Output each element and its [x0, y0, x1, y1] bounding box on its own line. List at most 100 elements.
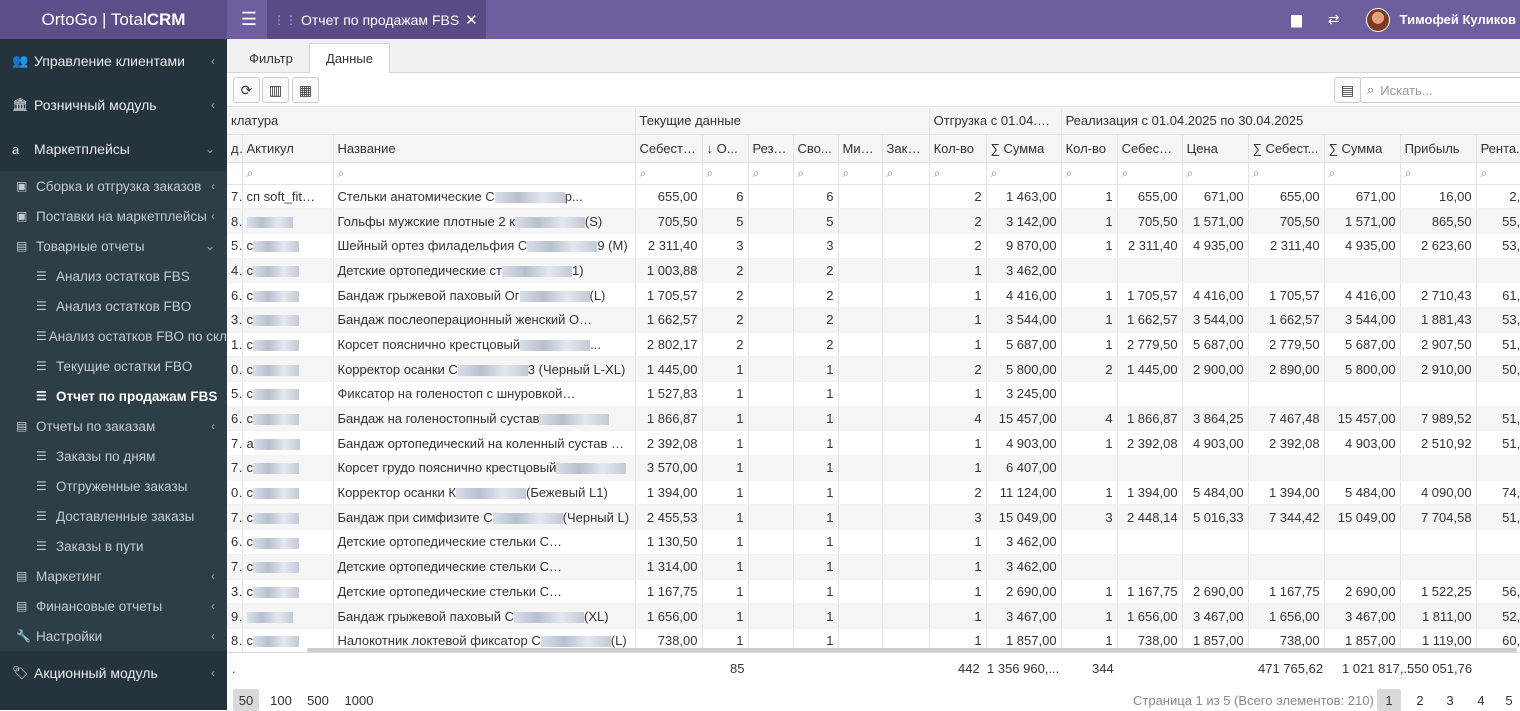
sidebar-item-1[interactable]: 🏛 Розничный модуль ‹	[0, 83, 227, 127]
table-row[interactable]: 6 с Бандаж грыжевой паховый Ог (L) 1 705,57 2…	[227, 282, 1520, 308]
search-input[interactable]: ⌕ Искать...	[1360, 77, 1520, 103]
table-row[interactable]: 5 с Фиксатор на голеностоп с шнуровкой 1 52…	[227, 381, 1520, 407]
sidebar-item-7[interactable]: ☰ Анализ остатков FBO	[0, 291, 227, 321]
sidebar-item-14[interactable]: ☰ Доставленные заказы	[0, 501, 227, 531]
search-icon[interactable]: ⌕	[635, 162, 703, 185]
column-header[interactable]: ∑ Сумма	[986, 134, 1062, 163]
table-row[interactable]: 7 а Бандаж ортопедический на коленный суст…	[227, 430, 1520, 457]
chat-icon[interactable]: ▆	[1291, 11, 1302, 27]
page-3[interactable]: 3	[1446, 692, 1454, 708]
chevron-left-icon[interactable]: ‹	[211, 629, 215, 643]
column-header[interactable]: Актикул	[242, 134, 334, 163]
page-4[interactable]: 4	[1477, 692, 1485, 708]
column-header[interactable]: Зака...	[882, 134, 930, 163]
search-icon[interactable]: ⌕	[242, 162, 334, 185]
table-row[interactable]: 4 с Детские ортопедические ст 1) 1 003,88 2 2 1…	[227, 258, 1520, 284]
column-header[interactable]: ∑ Себест...	[1248, 134, 1325, 163]
search-icon[interactable]: ⌕	[702, 162, 749, 185]
chevron-down-icon[interactable]: ⌄	[204, 142, 215, 156]
search-icon[interactable]: ⌕	[1117, 162, 1183, 185]
table-row[interactable]: 8 Гольфы мужские плотные 2 к (S) 705,50 5 5 2 3…	[227, 208, 1520, 234]
sidebar-item-4[interactable]: ▣ Поставки на маркетплейсы ‹	[0, 201, 227, 231]
column-header[interactable]: ↓ О...	[702, 134, 749, 163]
sidebar-item-0[interactable]: 👥 Управление клиентами ‹	[0, 39, 227, 83]
sidebar-item-16[interactable]: ▤ Маркетинг ‹	[0, 561, 227, 591]
column-header[interactable]: Кол-во	[1061, 134, 1118, 163]
search-icon[interactable]: ⌕	[333, 162, 636, 185]
chevron-left-icon[interactable]: ‹	[211, 54, 215, 68]
table-row[interactable]: 9 Бандаж грыжевой паховый С (XL) 1 656,00 1 1…	[227, 603, 1520, 629]
translate-icon[interactable]: ⇄	[1327, 11, 1340, 27]
sidebar-item-10[interactable]: ☰ Отчет по продажам FBS	[0, 381, 227, 411]
column-header[interactable]: Название	[333, 134, 636, 163]
sidebar-item-5[interactable]: ▤ Товарные отчеты ⌄	[0, 231, 227, 261]
table-row[interactable]: 6 с Бандаж на голеностопный сустав 1 866,87…	[227, 406, 1520, 432]
export-icon[interactable]: ▤	[1334, 77, 1361, 103]
column-header[interactable]: Прибыль	[1400, 134, 1477, 163]
search-icon[interactable]: ⌕	[929, 162, 987, 185]
chevron-left-icon[interactable]: ‹	[211, 569, 215, 583]
page-size-50[interactable]: 50	[233, 689, 259, 711]
search-icon[interactable]: ⌕	[1182, 162, 1249, 185]
tab-filter[interactable]: Фильтр	[249, 50, 293, 66]
page-size-100[interactable]: 100	[270, 692, 292, 708]
brand-logo[interactable]: OrtoGo | Total CRM	[0, 0, 227, 39]
page-size-1000[interactable]: 1000	[344, 692, 374, 708]
page-size-500[interactable]: 500	[307, 692, 329, 708]
columns-icon[interactable]: ▥	[262, 77, 289, 103]
sidebar-item-20[interactable]: ▤Новостной модуль‹	[0, 695, 227, 710]
search-icon[interactable]: ⌕	[748, 162, 794, 185]
sidebar-item-19[interactable]: 🏷 Акционный модуль ‹	[0, 651, 227, 695]
chevron-left-icon[interactable]: ‹	[211, 179, 215, 193]
chevron-left-icon[interactable]: ‹	[211, 98, 215, 112]
search-icon[interactable]: ⌕	[1324, 162, 1401, 185]
refresh-icon[interactable]: ⟳	[233, 77, 260, 103]
column-header[interactable]: Рента...	[1476, 134, 1520, 163]
table-row[interactable]: 0 с Корректор осанки К (Бежевый L1) 1 394,00…	[227, 480, 1520, 506]
search-icon[interactable]: ⌕	[793, 162, 839, 185]
table-row[interactable]: 7 с Бандаж при симфизите С (Черный L) 2 455,…	[227, 504, 1520, 531]
column-header[interactable]: Цена	[1182, 134, 1249, 163]
sidebar-item-8[interactable]: ☰ Анализ остатков FBO по скл	[0, 321, 227, 351]
search-icon[interactable]: ⌕	[986, 162, 1062, 185]
search-icon[interactable]: ⌕	[838, 162, 883, 185]
sidebar-item-17[interactable]: ▤ Финансовые отчеты ‹	[0, 591, 227, 621]
document-tab[interactable]: ⋮⋮ Отчет по продажам FBS ✕	[267, 0, 486, 39]
page-2[interactable]: 2	[1416, 692, 1424, 708]
tab-data[interactable]: Данные	[309, 43, 390, 74]
table-row[interactable]: 7 с Корсет грудо пояснично крестцовый 3 570…	[227, 455, 1520, 481]
column-header[interactable]: Сво...	[793, 134, 839, 163]
chevron-left-icon[interactable]: ‹	[211, 209, 215, 223]
sidebar-item-9[interactable]: ☰ Текущие остатки FBO	[0, 351, 227, 381]
search-icon[interactable]: ⌕	[1061, 162, 1118, 185]
avatar[interactable]	[1365, 7, 1390, 32]
column-header[interactable]: Резе...	[748, 134, 794, 163]
horizontal-scrollbar[interactable]	[307, 648, 1517, 652]
sidebar-item-6[interactable]: ☰ Анализ остатков FBS	[0, 261, 227, 291]
column-header[interactable]: ∑ Сумма	[1324, 134, 1401, 163]
sidebar-item-3[interactable]: ▣ Сборка и отгрузка заказов ‹	[0, 171, 227, 201]
sort-desc-icon[interactable]: ↓	[706, 140, 717, 156]
column-header[interactable]: Мин...	[838, 134, 883, 163]
menu-icon[interactable]: ☰	[240, 9, 258, 29]
drag-handle-icon[interactable]: ⋮⋮	[273, 12, 297, 27]
sidebar-item-15[interactable]: ☰ Заказы в пути	[0, 531, 227, 561]
search-icon[interactable]: ⌕	[882, 162, 930, 185]
chevron-down-icon[interactable]: ⌄	[204, 239, 215, 253]
chevron-left-icon[interactable]: ‹	[211, 419, 215, 433]
column-header[interactable]: Себесто...	[1117, 134, 1183, 163]
sidebar-item-18[interactable]: 🔧 Настройки ‹	[0, 621, 227, 651]
close-icon[interactable]: ✕	[465, 11, 478, 29]
search-icon[interactable]: ⌕	[1476, 162, 1520, 185]
page-1[interactable]: 1	[1377, 689, 1401, 711]
chevron-left-icon[interactable]: ‹	[211, 599, 215, 613]
table-row[interactable]: 1 с Корсет пояснично крестцовый... 2 802,17…	[227, 332, 1520, 358]
sidebar-item-2[interactable]: a Маркетплейсы ⌄	[0, 127, 227, 171]
chevron-left-icon[interactable]: ‹	[211, 666, 215, 680]
